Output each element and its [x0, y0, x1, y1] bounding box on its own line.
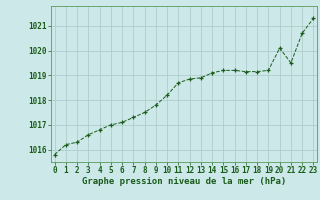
X-axis label: Graphe pression niveau de la mer (hPa): Graphe pression niveau de la mer (hPa) [82, 177, 286, 186]
